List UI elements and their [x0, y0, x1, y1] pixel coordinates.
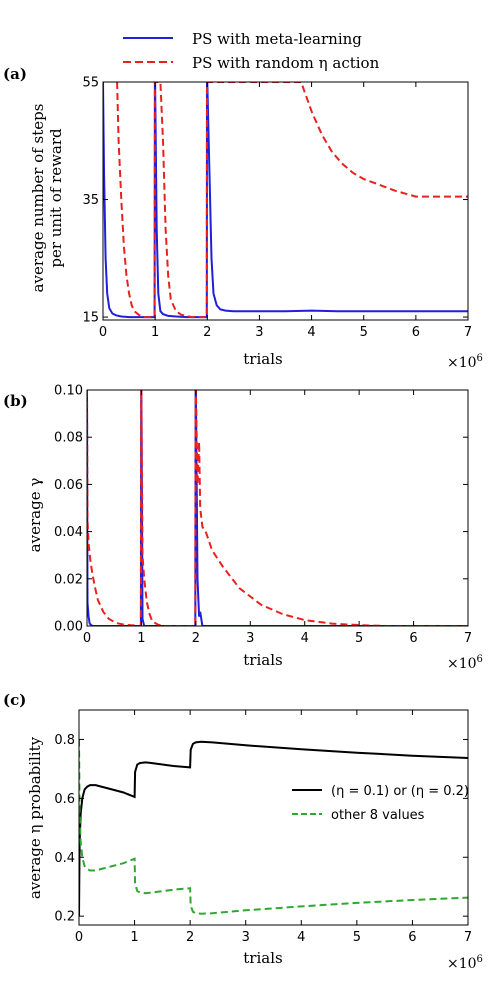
panel-a-xtick-label-5: 5: [360, 325, 368, 340]
panel-a-xtick-label-7: 7: [464, 325, 472, 340]
panel-c-frame: [78, 709, 469, 926]
panel-c-legend-label-green: other 8 values: [331, 808, 425, 823]
panel-c-multiplier: ×106: [447, 954, 483, 972]
panel-c-plot: 0 1 2 3 4 5 6 7 0.2 0.4 0.6 0.8: [54, 709, 472, 945]
panel-a-xtick-label-1: 1: [151, 325, 159, 340]
panel-c-xtick-label-6: 6: [408, 930, 416, 945]
panel-c-xtick-label-2: 2: [186, 930, 194, 945]
panel-c-ytick-label-3: 0.8: [54, 733, 75, 748]
panel-b-xtick-label-6: 6: [409, 631, 417, 646]
panel-c-xlabel: trials: [243, 949, 282, 967]
panel-a-frame: [102, 81, 469, 321]
panel-a-xtick-label-2: 2: [203, 325, 211, 340]
panel-c-ylabel: average η probability: [26, 736, 44, 899]
panel-b-xtick-label-1: 1: [137, 631, 145, 646]
panel-a-xlabel: trials: [243, 350, 282, 368]
panel-c-series-0-line: [79, 740, 468, 917]
panel-a-xtick-label-3: 3: [255, 325, 263, 340]
panel-a-series-0-line: [103, 82, 468, 319]
panel-b-multiplier: ×106: [447, 654, 483, 672]
legend-label-meta-learning: PS with meta-learning: [192, 30, 362, 48]
panel-a-ylabel-line1: average number of steps: [29, 104, 47, 293]
legend-label-random-eta: PS with random η action: [192, 54, 380, 72]
panel-b-series-0-line: [87, 390, 468, 626]
panel-c-legend-label-black: (η = 0.1) or (η = 0.2): [331, 784, 469, 799]
panel-a-multiplier: ×106: [447, 353, 483, 371]
panel-c-xtick-label-0: 0: [75, 930, 83, 945]
panel-c-ylabel-text: average η probability: [26, 736, 44, 899]
panel-c-ytick-label-0: 0.2: [54, 910, 75, 925]
panel-b-ytick-label-3: 0.06: [54, 478, 83, 493]
panel-c-label: (c): [3, 691, 26, 709]
panel-b-ytick-label-0: 0.00: [54, 620, 83, 635]
panel-c-xtick-label-7: 7: [464, 930, 472, 945]
panel-b-ylabel: average γ: [26, 478, 44, 553]
panel-a-ylabel-line2: per unit of reward: [47, 128, 65, 268]
panel-b-label: (b): [3, 392, 28, 410]
panel-b-xtick-label-3: 3: [246, 631, 254, 646]
panel-a-label: (a): [3, 65, 27, 83]
panel-a-ytick-label-1: 35: [82, 193, 99, 208]
panel-b-series-1-line: [87, 390, 468, 626]
panel-b-ylabel-text: average γ: [26, 478, 44, 553]
panel-c-legend: (η = 0.1) or (η = 0.2) other 8 values: [292, 784, 469, 823]
panel-c-xtick-label-1: 1: [130, 930, 138, 945]
panel-b-ytick-label-2: 0.04: [54, 525, 83, 540]
panel-a-series-1-line: [116, 82, 468, 319]
panel-c-xtick-label-3: 3: [242, 930, 250, 945]
panel-b-plot: 0 1 2 3 4 5 6 7 0.00 0.02 0.04 0.06 0.08 0.10: [54, 384, 472, 647]
panel-b-ytick-label-5: 0.10: [54, 384, 83, 399]
panel-b-frame: [86, 389, 469, 627]
panel-b-xlabel: trials: [243, 651, 282, 669]
panel-a-ylabel: average number of steps per unit of rewa…: [29, 104, 65, 293]
panel-c-ytick-label-2: 0.6: [54, 792, 75, 807]
panel-a-xtick-label-0: 0: [99, 325, 107, 340]
panel-b-xtick-label-4: 4: [301, 631, 309, 646]
panel-b-ytick-label-1: 0.02: [54, 572, 83, 587]
panel-a-ytick-label-2: 55: [82, 76, 99, 91]
panel-b-xtick-label-5: 5: [355, 631, 363, 646]
panel-a-ytick-label-0: 15: [82, 311, 99, 326]
panel-c-xtick-label-4: 4: [297, 930, 305, 945]
top-legend: PS with meta-learning PS with random η a…: [123, 30, 380, 72]
panel-a-plot: 0 1 2 3 4 5 6 7 15 35 55: [82, 76, 472, 341]
panel-c-ytick-label-1: 0.4: [54, 851, 75, 866]
panel-b-xtick-label-0: 0: [83, 631, 91, 646]
panel-b-xtick-label-2: 2: [192, 631, 200, 646]
panel-c-xtick-label-5: 5: [353, 930, 361, 945]
panel-b-xtick-label-7: 7: [464, 631, 472, 646]
panel-b-ytick-label-4: 0.08: [54, 431, 83, 446]
panel-a-xtick-label-6: 6: [412, 325, 420, 340]
panel-a-xtick-label-4: 4: [307, 325, 315, 340]
